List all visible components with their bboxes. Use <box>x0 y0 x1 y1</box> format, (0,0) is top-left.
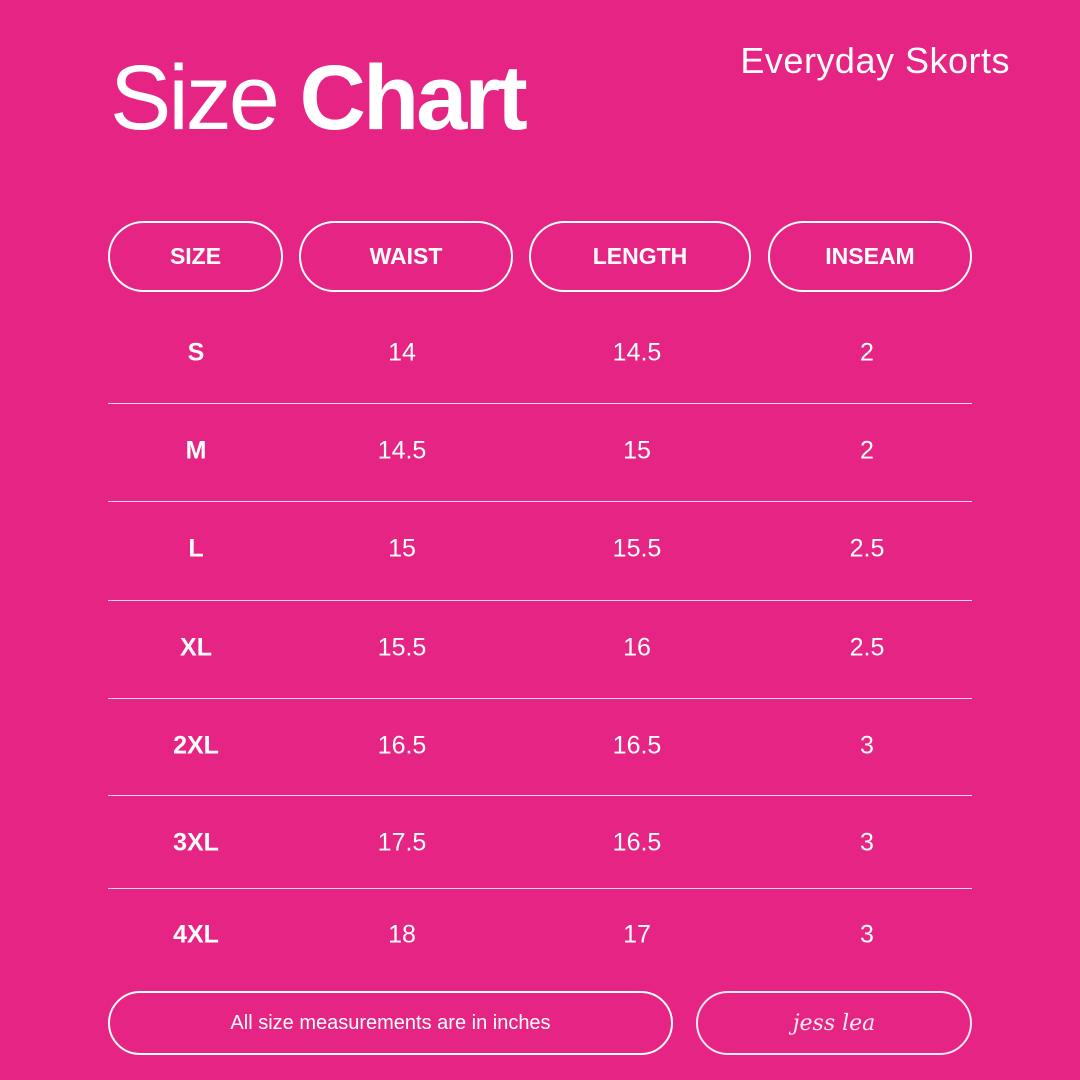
product-name: Everyday Skorts <box>740 40 1010 81</box>
column-header-length: LENGTH <box>529 221 751 292</box>
table-cell-waist: 16.5 <box>377 731 427 760</box>
table-cell-length: 15.5 <box>612 534 662 563</box>
table-cell-waist: 14 <box>388 338 416 367</box>
table-cell-inseam: 2.5 <box>849 633 885 662</box>
row-divider <box>108 501 972 502</box>
row-divider <box>108 698 972 699</box>
row-divider <box>108 403 972 404</box>
table-cell-inseam: 2 <box>860 436 874 465</box>
size-label: 4XL <box>173 920 219 949</box>
size-label: L <box>188 534 204 563</box>
table-cell-length: 14.5 <box>612 338 662 367</box>
table-cell-waist: 15 <box>388 534 416 563</box>
table-cell-waist: 15.5 <box>377 633 427 662</box>
table-cell-length: 17 <box>623 920 651 949</box>
size-label: 2XL <box>173 731 219 760</box>
column-header-inseam: INSEAM <box>768 221 972 292</box>
row-divider <box>108 600 972 601</box>
size-label: XL <box>180 633 212 662</box>
measurement-note: All size measurements are in inches <box>108 991 673 1055</box>
row-divider <box>108 795 972 796</box>
table-cell-length: 16 <box>623 633 651 662</box>
size-label: 3XL <box>173 828 219 857</box>
column-header-size: SIZE <box>108 221 283 292</box>
signature-logo: jess lea <box>696 991 972 1055</box>
title-light: Size <box>110 47 280 149</box>
table-cell-inseam: 2 <box>860 338 874 367</box>
table-cell-length: 15 <box>623 436 651 465</box>
table-cell-inseam: 3 <box>860 920 874 949</box>
page-title: Size Chart <box>110 52 528 144</box>
table-cell-length: 16.5 <box>612 828 662 857</box>
column-header-waist: WAIST <box>299 221 513 292</box>
table-cell-length: 16.5 <box>612 731 662 760</box>
table-cell-inseam: 3 <box>860 828 874 857</box>
table-cell-waist: 14.5 <box>377 436 427 465</box>
table-cell-waist: 17.5 <box>377 828 427 857</box>
table-cell-inseam: 2.5 <box>849 534 885 563</box>
table-cell-waist: 18 <box>388 920 416 949</box>
size-label: S <box>187 338 205 367</box>
row-divider <box>108 888 972 889</box>
table-cell-inseam: 3 <box>860 731 874 760</box>
title-bold: Chart <box>299 47 528 149</box>
size-label: M <box>185 436 207 465</box>
